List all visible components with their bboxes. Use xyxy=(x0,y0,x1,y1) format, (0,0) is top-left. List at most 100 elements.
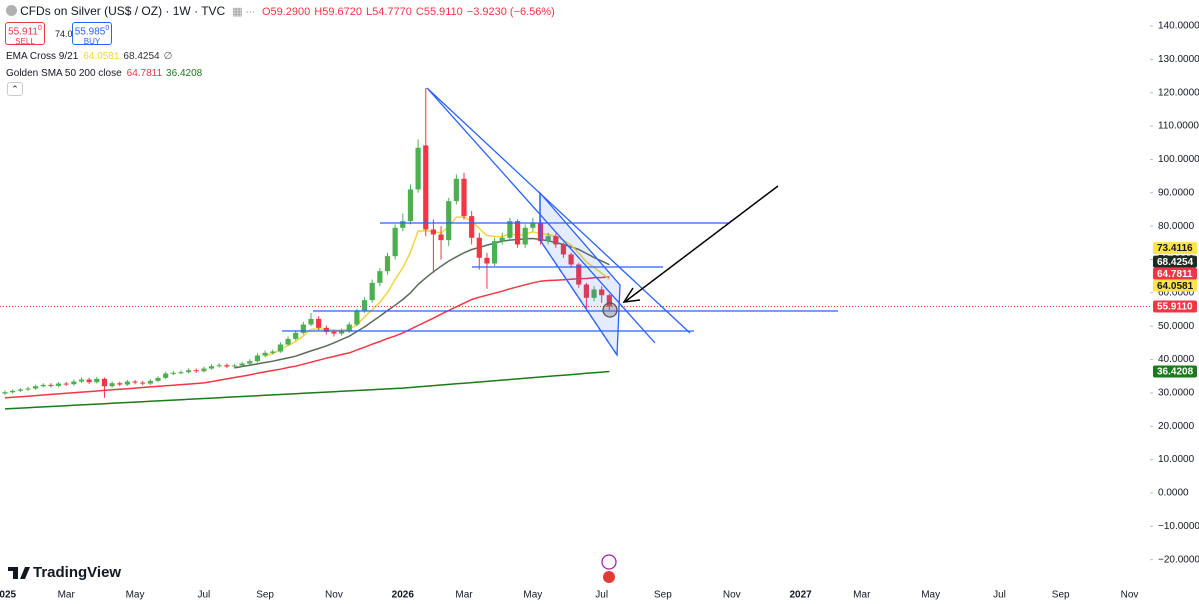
price-label-bg xyxy=(1153,255,1197,268)
indicator-value: 68.4254 xyxy=(123,51,160,62)
candle-body xyxy=(407,189,414,222)
candle-body xyxy=(492,241,498,264)
candle-body xyxy=(400,221,406,228)
candle-body xyxy=(384,256,391,272)
menu-icon[interactable]: ▦ ∙∙∙ xyxy=(232,6,255,18)
marker-circle xyxy=(602,302,618,318)
price-label-bg xyxy=(1153,279,1197,292)
candle-body xyxy=(377,271,383,283)
indicator-layer xyxy=(0,216,1150,410)
candle-body xyxy=(94,378,100,383)
buy-label: BUY xyxy=(83,37,101,47)
buy-button[interactable]: 55.9850 BUY xyxy=(72,22,112,47)
y-tick-label: 120.0000 xyxy=(1158,87,1199,98)
candle-body xyxy=(33,386,39,389)
candle-body xyxy=(392,227,398,257)
indicator-value: 36.4208 xyxy=(166,68,203,79)
candle-body xyxy=(71,381,77,385)
candle-body xyxy=(193,370,199,372)
candle-body xyxy=(132,381,138,383)
candle-body xyxy=(17,389,23,391)
candle-body xyxy=(186,370,192,373)
candle-body xyxy=(224,365,230,367)
indicator-value: 64.0581 xyxy=(83,51,120,62)
y-tick-label: 80.0000 xyxy=(1158,221,1195,232)
y-tick-label: 90.0000 xyxy=(1158,187,1195,198)
candle-body xyxy=(499,237,505,242)
candle-body xyxy=(163,373,169,378)
candle-body xyxy=(201,368,207,372)
candle-body xyxy=(239,363,245,366)
event-icon[interactable] xyxy=(601,554,617,570)
flag-icon[interactable] xyxy=(603,571,615,583)
candle-body xyxy=(231,365,238,367)
x-tick-label: Mar xyxy=(455,590,473,601)
candle-body xyxy=(277,344,283,352)
candle-body xyxy=(484,257,490,264)
drawings xyxy=(282,87,838,583)
candle-body xyxy=(323,327,329,332)
candle-body xyxy=(109,383,115,387)
candle-body xyxy=(514,221,521,245)
ma-line xyxy=(4,370,610,410)
candle-body xyxy=(522,227,528,245)
candle-body xyxy=(560,244,567,255)
sell-label: SELL xyxy=(15,37,35,47)
candle-body xyxy=(285,338,291,345)
candle-body xyxy=(476,237,482,258)
indicator-row: EMA Cross 9/21 64.0581 68.4254 ∅ xyxy=(6,51,172,62)
logo: TradingView xyxy=(8,564,121,581)
y-tick-label: 20.0000 xyxy=(1158,421,1195,432)
candle-body xyxy=(170,372,176,374)
candle-body xyxy=(591,289,597,298)
sell-button[interactable]: 55.9110 SELL xyxy=(5,22,45,47)
price-label-bg xyxy=(1153,242,1197,255)
candle-body xyxy=(216,365,222,367)
y-tick-label: 30.0000 xyxy=(1158,388,1195,399)
candle-body xyxy=(147,380,153,384)
symbol-title[interactable]: CFDs on Silver (US$ / OZ) · 1W · TVC xyxy=(20,4,226,18)
ma-line xyxy=(264,216,610,357)
candle-body xyxy=(155,377,161,381)
trend-line xyxy=(426,87,691,334)
x-tick-label: Jul xyxy=(198,590,211,601)
candle-body xyxy=(78,379,85,382)
arrow-head xyxy=(622,287,641,303)
trend-line xyxy=(426,87,656,344)
candle-body xyxy=(606,295,612,307)
candle-body xyxy=(430,229,436,235)
x-tick-label: Nov xyxy=(1121,590,1139,601)
candle-body xyxy=(545,236,551,242)
candle-body xyxy=(583,284,589,298)
y-tick-label: −20.0000 xyxy=(1158,554,1199,565)
candle-body xyxy=(48,384,54,386)
x-tick-label: Jul xyxy=(993,590,1006,601)
candle-body xyxy=(346,324,352,331)
price-label-bg xyxy=(1153,300,1197,313)
y-tick-label: 60.0000 xyxy=(1158,287,1195,298)
y-tick-label: 130.0000 xyxy=(1158,54,1199,65)
price-label: 68.4254 xyxy=(1157,257,1194,268)
ohlc-item: O59.2900 xyxy=(261,6,311,18)
indicator-value: 64.7811 xyxy=(126,68,163,79)
candle-body xyxy=(124,381,130,385)
brand: TradingView xyxy=(33,564,121,581)
y-tick-label: 40.0000 xyxy=(1158,354,1195,365)
candle-body xyxy=(530,222,536,228)
x-tick-label: Mar xyxy=(58,590,76,601)
candle-body xyxy=(469,216,475,238)
candle-body xyxy=(415,147,421,190)
candle-body xyxy=(101,378,108,387)
indicator-row: Golden SMA 50 200 close 64.7811 36.4208 xyxy=(6,68,206,79)
ohlc-item: −3.9230 (−6.56%) xyxy=(466,6,555,18)
candle-body xyxy=(369,282,375,301)
candle-body xyxy=(117,383,123,385)
indicator-name: Golden SMA 50 200 close xyxy=(6,68,122,79)
collapse-button[interactable]: ⌃ xyxy=(7,82,23,96)
ohlc-item: H59.6720 xyxy=(314,6,362,18)
ma-line xyxy=(4,276,610,399)
logo-mark xyxy=(8,567,30,579)
candle-body xyxy=(10,390,16,393)
candle-body xyxy=(568,254,574,265)
